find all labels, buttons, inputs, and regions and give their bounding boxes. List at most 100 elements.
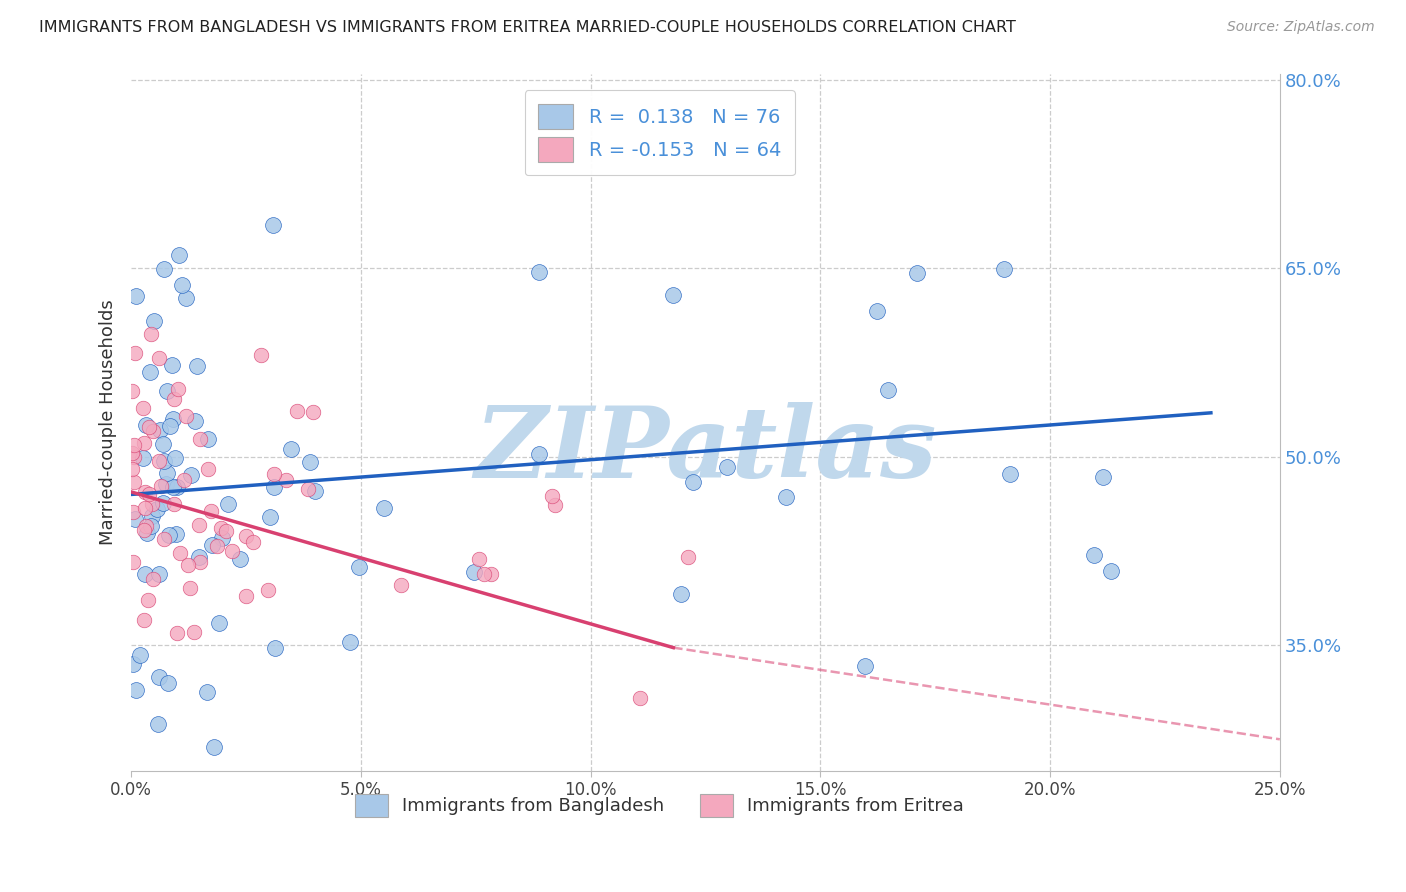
Immigrants from Bangladesh: [184, 414, 207, 428]
Immigrants from Eritrea: [179, 581, 201, 595]
Y-axis label: Married-couple Households: Married-couple Households: [100, 300, 117, 545]
Immigrants from Bangladesh: [139, 365, 162, 379]
Immigrants from Eritrea: [122, 555, 145, 569]
Immigrants from Bangladesh: [156, 676, 179, 690]
Immigrants from Eritrea: [301, 405, 323, 419]
Immigrants from Eritrea: [138, 487, 160, 501]
Immigrants from Eritrea: [235, 589, 257, 603]
Immigrants from Bangladesh: [152, 437, 174, 451]
Immigrants from Bangladesh: [156, 384, 179, 399]
Immigrants from Bangladesh: [463, 565, 485, 579]
Immigrants from Bangladesh: [195, 684, 218, 698]
Immigrants from Eritrea: [150, 479, 173, 493]
Text: Source: ZipAtlas.com: Source: ZipAtlas.com: [1227, 20, 1375, 34]
Immigrants from Bangladesh: [853, 659, 876, 673]
Immigrants from Bangladesh: [174, 291, 197, 305]
Immigrants from Bangladesh: [135, 418, 157, 433]
Immigrants from Eritrea: [148, 351, 170, 366]
Immigrants from Bangladesh: [148, 567, 170, 582]
Immigrants from Eritrea: [138, 420, 160, 434]
Immigrants from Eritrea: [257, 583, 280, 598]
Immigrants from Bangladesh: [299, 455, 322, 469]
Immigrants from Bangladesh: [905, 266, 928, 280]
Immigrants from Bangladesh: [201, 538, 224, 552]
Immigrants from Eritrea: [121, 462, 143, 476]
Immigrants from Eritrea: [134, 484, 156, 499]
Immigrants from Eritrea: [121, 505, 143, 519]
Immigrants from Eritrea: [472, 567, 495, 582]
Text: ZIPatlas: ZIPatlas: [474, 402, 936, 499]
Immigrants from Bangladesh: [229, 552, 252, 566]
Immigrants from Bangladesh: [197, 432, 219, 446]
Immigrants from Bangladesh: [1083, 549, 1105, 563]
Immigrants from Eritrea: [153, 532, 176, 546]
Immigrants from Eritrea: [389, 578, 412, 592]
Immigrants from Bangladesh: [527, 265, 550, 279]
Immigrants from Eritrea: [200, 504, 222, 518]
Text: IMMIGRANTS FROM BANGLADESH VS IMMIGRANTS FROM ERITREA MARRIED-COUPLE HOUSEHOLDS : IMMIGRANTS FROM BANGLADESH VS IMMIGRANTS…: [39, 20, 1017, 35]
Immigrants from Eritrea: [235, 529, 257, 543]
Immigrants from Eritrea: [166, 625, 188, 640]
Immigrants from Bangladesh: [263, 480, 285, 494]
Immigrants from Bangladesh: [347, 560, 370, 574]
Immigrants from Eritrea: [676, 549, 699, 564]
Immigrants from Eritrea: [174, 409, 197, 424]
Immigrants from Eritrea: [136, 593, 159, 607]
Immigrants from Eritrea: [122, 450, 145, 464]
Immigrants from Bangladesh: [263, 640, 285, 655]
Immigrants from Bangladesh: [165, 526, 187, 541]
Immigrants from Bangladesh: [152, 496, 174, 510]
Immigrants from Bangladesh: [148, 670, 170, 684]
Immigrants from Bangladesh: [775, 490, 797, 504]
Immigrants from Eritrea: [124, 475, 146, 489]
Immigrants from Eritrea: [276, 473, 298, 487]
Immigrants from Eritrea: [188, 517, 211, 532]
Immigrants from Bangladesh: [262, 218, 284, 232]
Immigrants from Eritrea: [215, 524, 238, 538]
Immigrants from Bangladesh: [188, 550, 211, 565]
Immigrants from Bangladesh: [998, 467, 1021, 482]
Immigrants from Bangladesh: [121, 657, 143, 672]
Immigrants from Bangladesh: [527, 447, 550, 461]
Immigrants from Eritrea: [134, 524, 156, 538]
Immigrants from Bangladesh: [259, 510, 281, 524]
Immigrants from Eritrea: [121, 446, 143, 460]
Immigrants from Bangladesh: [304, 483, 326, 498]
Immigrants from Bangladesh: [146, 501, 169, 516]
Immigrants from Eritrea: [141, 497, 163, 511]
Immigrants from Bangladesh: [682, 475, 704, 490]
Immigrants from Bangladesh: [153, 453, 176, 467]
Immigrants from Bangladesh: [165, 451, 187, 466]
Immigrants from Bangladesh: [156, 467, 179, 481]
Immigrants from Bangladesh: [139, 519, 162, 533]
Immigrants from Bangladesh: [167, 248, 190, 262]
Immigrants from Bangladesh: [202, 739, 225, 754]
Immigrants from Bangladesh: [208, 615, 231, 630]
Immigrants from Bangladesh: [149, 423, 172, 437]
Immigrants from Eritrea: [221, 544, 243, 558]
Immigrants from Bangladesh: [339, 634, 361, 648]
Immigrants from Bangladesh: [1092, 470, 1115, 484]
Immigrants from Eritrea: [197, 462, 219, 476]
Immigrants from Eritrea: [242, 534, 264, 549]
Immigrants from Eritrea: [207, 539, 229, 553]
Immigrants from Bangladesh: [170, 277, 193, 292]
Immigrants from Eritrea: [139, 326, 162, 341]
Immigrants from Bangladesh: [160, 358, 183, 372]
Immigrants from Bangladesh: [148, 717, 170, 731]
Immigrants from Eritrea: [148, 454, 170, 468]
Immigrants from Eritrea: [134, 613, 156, 627]
Immigrants from Bangladesh: [141, 509, 163, 524]
Immigrants from Bangladesh: [373, 500, 395, 515]
Immigrants from Bangladesh: [142, 314, 165, 328]
Immigrants from Bangladesh: [159, 419, 181, 434]
Immigrants from Bangladesh: [125, 289, 148, 303]
Immigrants from Bangladesh: [132, 451, 155, 466]
Immigrants from Eritrea: [124, 345, 146, 359]
Immigrants from Bangladesh: [1099, 564, 1122, 578]
Immigrants from Bangladesh: [218, 497, 240, 511]
Immigrants from Eritrea: [183, 625, 205, 640]
Immigrants from Eritrea: [297, 482, 319, 496]
Immigrants from Eritrea: [121, 384, 143, 398]
Immigrants from Bangladesh: [155, 477, 177, 491]
